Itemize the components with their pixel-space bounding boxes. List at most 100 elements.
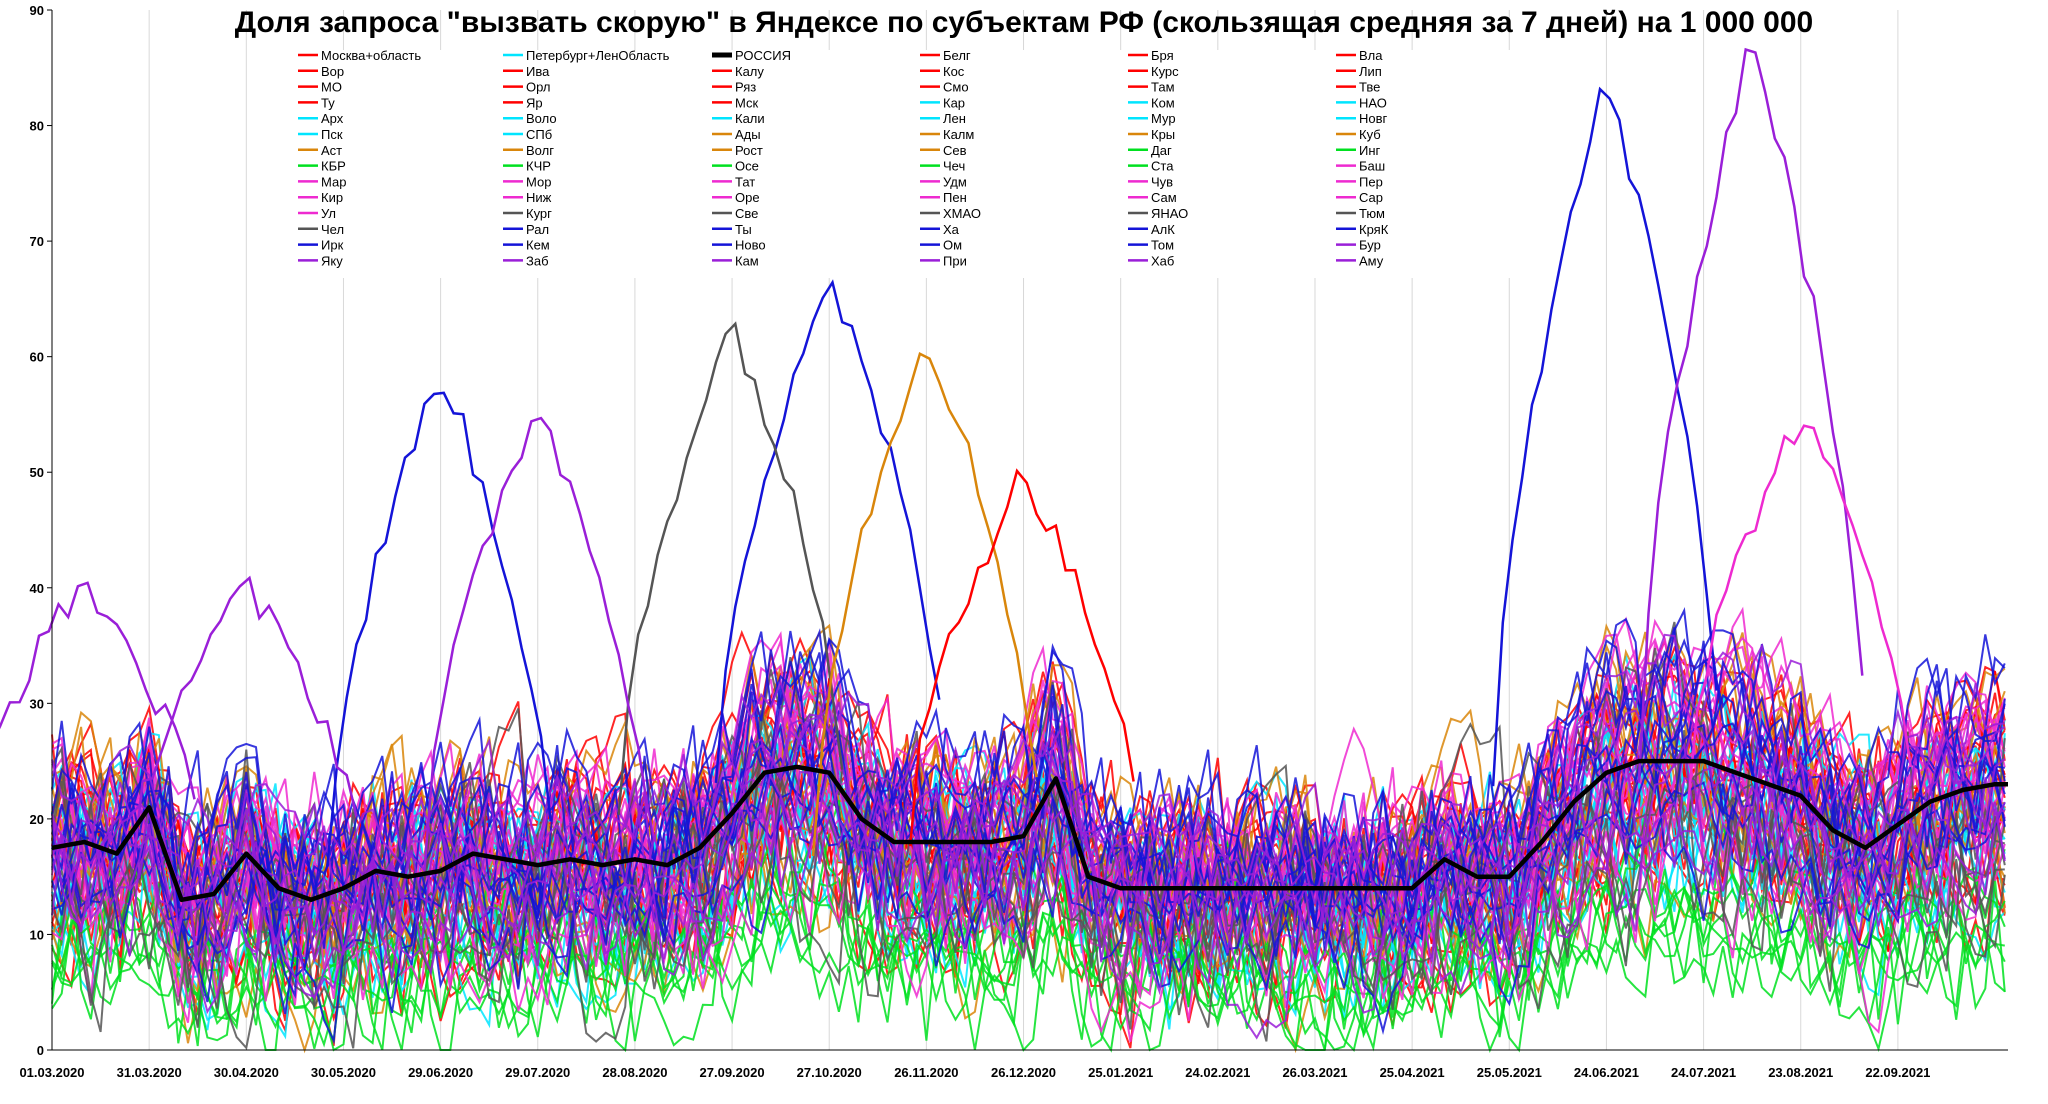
legend-item: Мск: [712, 95, 758, 110]
legend-label: Сар: [1359, 190, 1383, 205]
legend-label: Ива: [526, 64, 550, 79]
legend-item: Мор: [503, 174, 551, 189]
legend-item: Аму: [1336, 253, 1384, 268]
x-tick-label: 23.08.2021: [1768, 1065, 1833, 1080]
x-tick-label: 01.03.2020: [19, 1065, 84, 1080]
legend-item: Кир: [298, 190, 343, 205]
peak-series-line: [714, 279, 941, 784]
legend-item: Новг: [1336, 111, 1388, 126]
legend-label: Баш: [1359, 159, 1385, 174]
regional-series-line: [51, 799, 2006, 1053]
legend-item: Вор: [298, 64, 344, 79]
legend-item: МО: [298, 80, 342, 95]
x-tick-label: 30.04.2020: [214, 1065, 279, 1080]
x-tick-label: 29.06.2020: [408, 1065, 473, 1080]
legend-label: Мор: [526, 174, 551, 189]
legend-item: Ады: [712, 127, 761, 142]
legend-label: Кем: [526, 238, 550, 253]
legend-label: Хаб: [1151, 253, 1174, 268]
regional-series-line: [51, 633, 2005, 884]
legend-item: Баш: [1336, 159, 1385, 174]
legend-label: Ха: [943, 222, 960, 237]
legend-item: Ирк: [298, 238, 344, 253]
legend-label: Яку: [321, 253, 343, 268]
legend-item: Аст: [298, 143, 342, 158]
legend-item: Курс: [1128, 64, 1179, 79]
legend-item: Тюм: [1336, 206, 1385, 221]
legend-label: Сам: [1151, 190, 1177, 205]
legend-label: Кры: [1151, 127, 1175, 142]
legend-label: Кам: [735, 253, 759, 268]
legend-item: Ряз: [712, 80, 756, 95]
legend-item: Ты: [712, 222, 752, 237]
peak-series-line: [617, 321, 844, 815]
legend-label: Кар: [943, 95, 965, 110]
peak-series-line: [1686, 424, 1913, 812]
legend-item: Воло: [503, 111, 557, 126]
legend-item: Ива: [503, 64, 550, 79]
legend-item: Ул: [298, 206, 336, 221]
legend-item: Чеч: [920, 159, 965, 174]
x-tick-label: 26.11.2020: [894, 1065, 958, 1080]
legend-label: Заб: [526, 253, 549, 268]
peak-series-line: [1637, 47, 1864, 783]
x-tick-label: 25.04.2021: [1380, 1065, 1445, 1080]
legend-item: Ста: [1128, 159, 1174, 174]
legend-item: Ниж: [503, 190, 552, 205]
regional-series-line: [51, 648, 2006, 999]
legend-item: Удм: [920, 174, 967, 189]
x-tick-label: 29.07.2020: [505, 1065, 570, 1080]
legend-label: Све: [735, 206, 758, 221]
legend-label: Мар: [321, 174, 346, 189]
legend-item: Сам: [1128, 190, 1177, 205]
legend-label: ХМАО: [943, 206, 981, 221]
legend-item: КряК: [1336, 222, 1389, 237]
legend-label: Ту: [321, 95, 335, 110]
russia-series-line: [51, 758, 2008, 903]
legend-item: Тат: [712, 174, 755, 189]
legend-item: Кург: [503, 206, 552, 221]
x-tick-label: 30.05.2020: [311, 1065, 376, 1080]
x-tick-label: 25.05.2021: [1477, 1065, 1542, 1080]
legend-item: Петербург+ЛенОбласть: [503, 48, 670, 63]
legend-item: Бря: [1128, 48, 1174, 63]
legend: Москва+область Петербург+ЛенОбласть РОССИЯ…: [298, 48, 1389, 268]
legend-item: Калу: [712, 64, 764, 79]
legend-label: Пск: [321, 127, 343, 142]
legend-label: Осе: [735, 159, 759, 174]
legend-label: Калм: [943, 127, 974, 142]
legend-item: СПб: [503, 127, 552, 142]
legend-label: Ста: [1151, 159, 1174, 174]
legend-item: Мар: [298, 174, 346, 189]
legend-label: Чел: [321, 222, 344, 237]
legend-item: Яку: [298, 253, 343, 268]
legend-item: Све: [712, 206, 758, 221]
regional-series-line: [51, 781, 2006, 979]
legend-label: КБР: [321, 159, 346, 174]
y-tick-label: 80: [30, 119, 44, 134]
legend-item: АлК: [1128, 222, 1175, 237]
y-tick-label: 20: [30, 812, 44, 827]
legend-item: Кем: [503, 238, 550, 253]
legend-label: Вла: [1359, 48, 1383, 63]
y-tick-label: 40: [30, 581, 44, 596]
legend-label: Белг: [943, 48, 971, 63]
chart-title: Доля запроса "вызвать скорую" в Яндексе …: [235, 6, 1813, 39]
legend-background: [290, 50, 1520, 278]
x-tick-label: 27.09.2020: [700, 1065, 765, 1080]
x-tick-label: 28.08.2020: [602, 1065, 667, 1080]
legend-label: Пер: [1359, 174, 1383, 189]
legend-item: Орл: [503, 80, 550, 95]
legend-label: Том: [1151, 238, 1174, 253]
x-tick-label: 26.03.2021: [1282, 1065, 1347, 1080]
legend-item: Рал: [503, 222, 549, 237]
legend-label: Яр: [526, 95, 543, 110]
legend-label: Тюм: [1359, 206, 1385, 221]
russia-series-layer: [51, 758, 2008, 903]
legend-label: Арх: [321, 111, 344, 126]
x-tick-label: 22.09.2021: [1865, 1065, 1930, 1080]
legend-label: Кали: [735, 111, 765, 126]
peak-series-line: [908, 468, 1135, 847]
peak-series-line: [326, 391, 552, 867]
